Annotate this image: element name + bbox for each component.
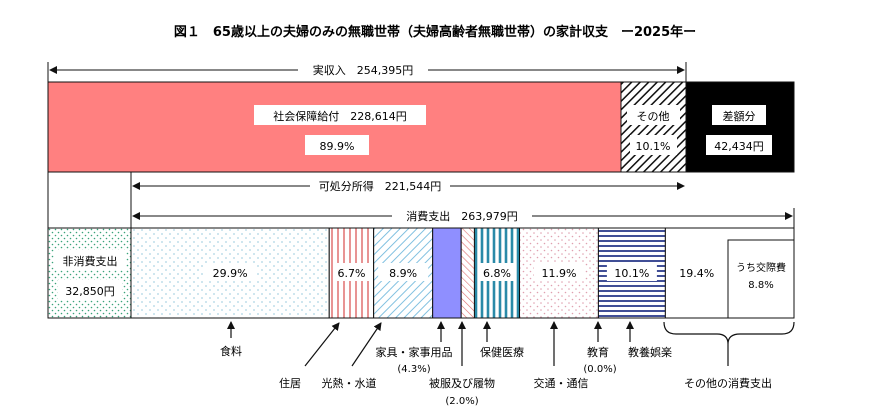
callout-transport: 交通・通信: [534, 376, 589, 390]
non-consumption-amount: 32,850円: [65, 285, 115, 298]
bar-segment-label-bg-9: [671, 263, 722, 281]
callout-food: 食料: [220, 344, 242, 358]
bar-segment-label-8: 10.1%: [614, 267, 649, 280]
social-security-label: 社会保障給付 228,614円: [273, 109, 407, 123]
deficit-amount: 42,434円: [714, 140, 764, 153]
bar-income-other: [620, 81, 687, 173]
bar-segment-label-9: 19.4%: [679, 267, 714, 280]
callout-recreation: 教養娯楽: [628, 345, 672, 359]
bar-segment-3: [432, 227, 462, 319]
callout-clothing: 被服及び履物: [429, 376, 495, 390]
expenditure-segments: 29.9% 6.7% 8.9% 6.8% 11.9% 10.1% 19.4%: [130, 227, 795, 319]
bar-segment-label-0: 29.9%: [213, 267, 248, 280]
callout-utilities: 光熱・水道: [322, 376, 377, 390]
bar-non-consumption: [47, 227, 132, 319]
callout-housing: 住居: [279, 376, 301, 390]
bar-segment-label-bg-0: [205, 263, 256, 281]
bar-social-security: [47, 81, 622, 173]
income-span-label: 実収入 254,395円: [313, 63, 414, 77]
consumption-span-label: 消費支出 263,979円: [406, 209, 518, 223]
bar-segment-label-bg-2: [378, 263, 429, 281]
deficit-label: 差額分: [723, 109, 756, 123]
inset-share: 8.8%: [748, 280, 773, 291]
inset-box: [727, 239, 795, 319]
callout-education-pct: (0.0%): [583, 364, 616, 375]
callout-furniture-pct: (4.3%): [397, 364, 430, 375]
bar-segment-label-bg-1: [333, 263, 370, 281]
bar-segment-label-6: 11.9%: [541, 267, 576, 280]
callout-labels: 食料 住居 光熱・水道 家具・家事用品 (4.3%) 被服及び履物 (2.0%)…: [220, 344, 772, 407]
income-other-label: その他: [637, 110, 670, 123]
bar-segment-label-5: 6.8%: [483, 267, 511, 280]
callout-other: その他の消費支出: [684, 376, 772, 390]
bar-segment-label-bg-5: [478, 263, 516, 281]
callout-furniture: 家具・家事用品: [376, 345, 453, 359]
income-other-share: 10.1%: [636, 140, 671, 153]
non-consumption-label: 非消費支出: [63, 254, 118, 268]
disposable-income-label: 可処分所得 221,544円: [319, 180, 442, 193]
bar-deficit: [685, 81, 795, 173]
bar-segment-4: [460, 227, 475, 319]
social-security-share: 89.9%: [320, 140, 355, 153]
callout-arrows: [227, 321, 795, 367]
bar-segment-label-bg-8: [606, 263, 657, 281]
income-bar: [47, 81, 795, 173]
callout-clothing-pct: (2.0%): [445, 396, 478, 407]
callout-medical: 保健医療: [480, 345, 524, 359]
chart-title: 図１ 65歳以上の夫婦のみの無職世帯（夫婦高齢者無職世帯）の家計収支 ー2025…: [174, 24, 696, 40]
bar-segment-label-2: 8.9%: [389, 267, 417, 280]
bar-segment-label-1: 6.7%: [337, 267, 365, 280]
bar-segment-label-bg-6: [533, 263, 584, 281]
inset-label: うち交際費: [736, 261, 786, 274]
bar-segment-0: [130, 227, 330, 319]
callout-education: 教育: [587, 345, 609, 359]
